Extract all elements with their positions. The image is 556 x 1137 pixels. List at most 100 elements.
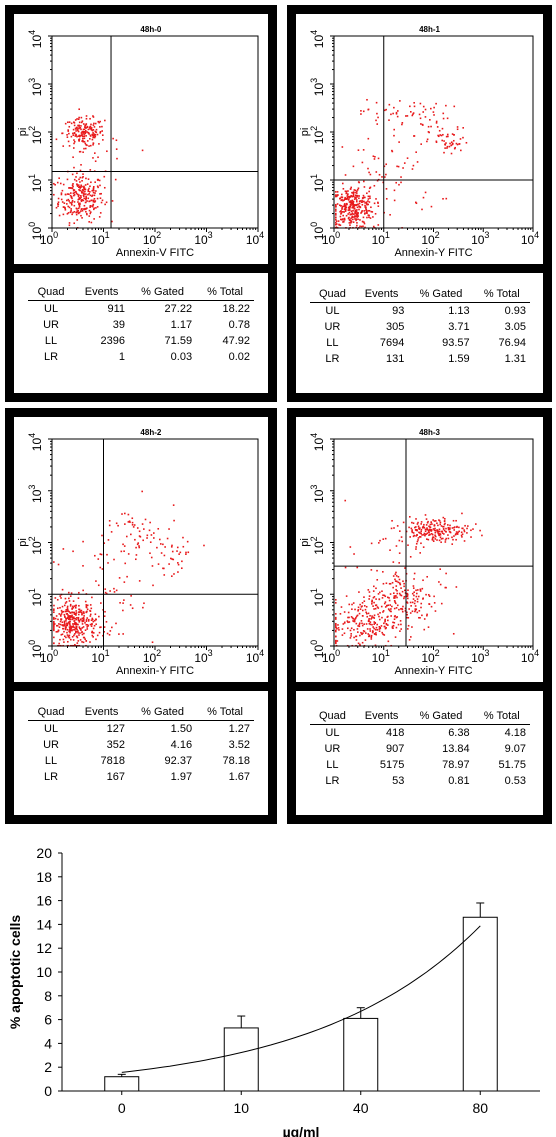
table-cell: 127	[106, 723, 126, 735]
scatter-dot	[89, 137, 91, 140]
scatter-dot	[396, 592, 399, 595]
scatter-dot	[419, 527, 421, 529]
scatter-dot	[99, 626, 101, 629]
scatter-dot	[428, 534, 430, 536]
scatter-dot	[433, 595, 435, 598]
scatter-dot	[92, 627, 95, 630]
scatter-dot	[347, 621, 349, 624]
scatter-dot	[361, 624, 364, 627]
scatter-dot	[91, 631, 94, 634]
scatter-dot	[341, 211, 344, 213]
scatter-dot	[444, 147, 446, 149]
scatter-dot	[370, 638, 373, 640]
scatter-dot	[349, 224, 351, 226]
y-tick-exponent: 0	[309, 222, 319, 227]
scatter-dot	[355, 213, 358, 216]
x-tick-label: 101	[91, 648, 109, 665]
scatter-dot	[384, 618, 386, 621]
scatter-dot	[454, 146, 456, 149]
table-cell: LL	[326, 337, 339, 349]
scatter-dot	[78, 619, 81, 622]
scatter-dot	[414, 609, 417, 612]
scatter-dot	[89, 211, 92, 213]
scatter-dot	[88, 200, 90, 203]
scatter-dot	[81, 179, 83, 182]
scatter-dot	[89, 125, 92, 128]
scatter-dot	[67, 615, 70, 618]
scatter-dot	[452, 142, 454, 145]
scatter-dot	[444, 518, 446, 520]
scatter-dot	[89, 128, 91, 130]
scatter-dot	[81, 617, 84, 620]
scatter-dot	[358, 622, 361, 625]
scatter-dot	[369, 197, 371, 199]
scatter-dot	[81, 191, 83, 193]
scatter-dot	[136, 543, 139, 546]
scatter-dot	[400, 536, 403, 538]
scatter-dot	[426, 140, 428, 143]
scatter-dot	[69, 615, 71, 617]
scatter-dot	[72, 550, 74, 553]
x-tick-exponent: 1	[385, 648, 390, 658]
scatter-dot	[65, 617, 67, 620]
scatter-dot	[343, 622, 346, 624]
scatter-dot	[73, 613, 76, 615]
scatter-dot	[358, 623, 361, 626]
scatter-dot	[411, 610, 414, 613]
table-cell: UR	[324, 321, 341, 333]
y-axis-label: pi	[17, 128, 29, 137]
scatter-dot	[421, 208, 423, 211]
scatter-dot	[398, 562, 400, 564]
scatter-dot	[348, 205, 351, 208]
scatter-dot	[400, 587, 402, 589]
scatter-dot	[82, 140, 85, 143]
scatter-dot	[93, 134, 96, 137]
table-row: UR 39 1.17 0.78	[28, 317, 254, 333]
scatter-dot	[339, 210, 341, 213]
scatter-dot	[369, 186, 372, 189]
scatter-dot	[355, 622, 358, 625]
y-tick-exponent: 1	[27, 174, 37, 179]
scatter-dot	[367, 209, 369, 212]
scatter-dot	[417, 539, 419, 541]
scatter-dot	[419, 552, 421, 554]
x-tick-label: 102	[143, 648, 161, 665]
scatter-dot	[76, 617, 78, 619]
scatter-dot	[82, 132, 85, 134]
scatter-dot	[363, 186, 366, 188]
scatter-dot	[361, 605, 363, 607]
x-tick-exponent: 1	[385, 230, 390, 240]
scatter-dot	[363, 200, 365, 203]
scatter-dot	[355, 615, 358, 618]
scatter-dot	[85, 201, 87, 204]
scatter-dot	[372, 596, 375, 599]
scatter-dot	[429, 107, 432, 110]
scatter-dot	[402, 580, 404, 583]
scatter-dot	[127, 553, 130, 555]
scatter-dot	[75, 610, 78, 612]
scatter-dot	[403, 597, 405, 600]
scatter-dot	[126, 575, 128, 578]
scatter-dot	[446, 145, 449, 148]
scatter-dot	[99, 184, 101, 187]
scatter-dot	[352, 209, 354, 212]
scatter-dot	[349, 213, 352, 216]
scatter-dot	[109, 630, 112, 632]
scatter-dot	[355, 639, 358, 641]
scatter-dot	[442, 528, 445, 530]
scatter-dot	[356, 222, 358, 224]
scatter-dot	[438, 534, 440, 536]
scatter-dot	[79, 610, 82, 612]
scatter-dot	[84, 126, 86, 129]
scatter-dot	[409, 105, 411, 108]
scatter-dot	[481, 534, 483, 537]
scatter-dot	[406, 593, 409, 596]
scatter-dot	[66, 628, 69, 631]
scatter-dot	[390, 113, 392, 116]
scatter-dot	[88, 209, 91, 212]
scatter-dot	[460, 149, 462, 152]
scatter-dot	[341, 208, 343, 210]
scatter-dot	[360, 110, 362, 112]
scatter-dot	[334, 623, 337, 626]
scatter-dot	[371, 631, 374, 634]
